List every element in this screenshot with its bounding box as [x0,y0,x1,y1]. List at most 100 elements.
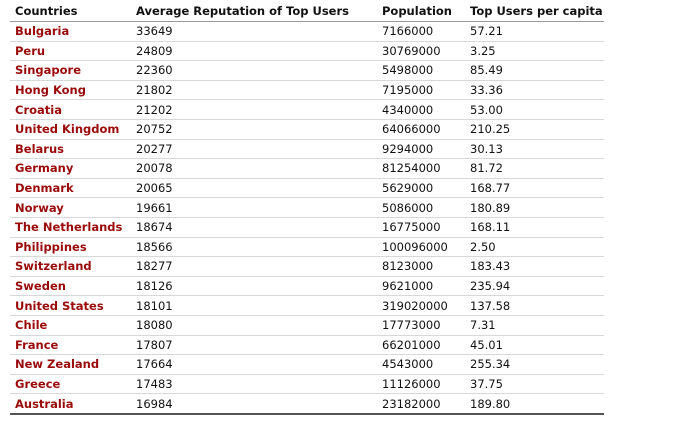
table-row: Belarus 20277 9294000 30.13 [10,139,604,160]
reputation-cell: 18101 [131,295,377,316]
per-capita-cell: 183.43 [465,256,604,277]
country-cell[interactable]: Croatia [10,99,131,120]
per-capita-cell: 235.94 [465,276,604,297]
country-cell[interactable]: Australia [10,393,131,415]
reputation-cell: 18126 [131,276,377,297]
population-cell: 4340000 [377,99,465,120]
country-cell[interactable]: United Kingdom [10,119,131,140]
reputation-cell: 17483 [131,374,377,395]
country-cell[interactable]: Greece [10,374,131,395]
per-capita-cell: 37.75 [465,374,604,395]
reputation-cell: 16984 [131,393,377,415]
per-capita-cell: 33.36 [465,80,604,101]
country-cell[interactable]: Sweden [10,276,131,297]
population-cell: 64066000 [377,119,465,140]
country-cell[interactable]: Hong Kong [10,80,131,101]
reputation-cell: 21802 [131,80,377,101]
per-capita-cell: 3.25 [465,41,604,62]
reputation-cell: 19661 [131,197,377,218]
header-row: Countries Average Reputation of Top User… [10,0,604,22]
table-row: Germany 20078 81254000 81.72 [10,158,604,179]
reputation-table: Countries Average Reputation of Top User… [10,0,604,415]
population-cell: 66201000 [377,335,465,356]
population-cell: 8123000 [377,256,465,277]
reputation-cell: 24809 [131,41,377,62]
population-cell: 11126000 [377,374,465,395]
table-body: Bulgaria 33649 7166000 57.21 Peru 24809 307690… [10,21,604,415]
table-row: Greece 17483 11126000 37.75 [10,374,604,395]
reputation-table-container: Countries Average Reputation of Top User… [10,0,604,415]
population-cell: 5498000 [377,60,465,81]
per-capita-cell: 168.77 [465,178,604,199]
per-capita-cell: 210.25 [465,119,604,140]
table-header: Countries Average Reputation of Top User… [10,0,604,22]
country-cell[interactable]: Singapore [10,60,131,81]
population-cell: 7166000 [377,21,465,42]
country-cell[interactable]: Norway [10,197,131,218]
reputation-cell: 22360 [131,60,377,81]
per-capita-cell: 255.34 [465,354,604,375]
table-row: Philippines 18566 100096000 2.50 [10,237,604,258]
per-capita-cell: 137.58 [465,295,604,316]
population-cell: 9294000 [377,139,465,160]
table-row: Hong Kong 21802 7195000 33.36 [10,80,604,101]
population-cell: 81254000 [377,158,465,179]
country-cell[interactable]: Chile [10,315,131,336]
per-capita-cell: 81.72 [465,158,604,179]
table-row: Sweden 18126 9621000 235.94 [10,276,604,297]
header-top-users-per-capita: Top Users per capita [465,0,604,22]
header-average-reputation: Average Reputation of Top Users [131,0,377,22]
per-capita-cell: 168.11 [465,217,604,238]
table-row: Bulgaria 33649 7166000 57.21 [10,21,604,42]
population-cell: 5086000 [377,197,465,218]
reputation-cell: 18080 [131,315,377,336]
reputation-cell: 33649 [131,21,377,42]
country-cell[interactable]: United States [10,295,131,316]
table-row: Switzerland 18277 8123000 183.43 [10,256,604,277]
table-row: Singapore 22360 5498000 85.49 [10,60,604,81]
per-capita-cell: 189.80 [465,393,604,415]
reputation-cell: 20065 [131,178,377,199]
population-cell: 9621000 [377,276,465,297]
reputation-cell: 18566 [131,237,377,258]
population-cell: 319020000 [377,295,465,316]
reputation-cell: 20078 [131,158,377,179]
per-capita-cell: 45.01 [465,335,604,356]
country-cell[interactable]: Belarus [10,139,131,160]
table-row: Norway 19661 5086000 180.89 [10,197,604,218]
table-row: Chile 18080 17773000 7.31 [10,315,604,336]
reputation-cell: 21202 [131,99,377,120]
country-cell[interactable]: Philippines [10,237,131,258]
population-cell: 7195000 [377,80,465,101]
table-row: The Netherlands 18674 16775000 168.11 [10,217,604,238]
reputation-cell: 18674 [131,217,377,238]
reputation-cell: 20752 [131,119,377,140]
country-cell[interactable]: Denmark [10,178,131,199]
table-row: United States 18101 319020000 137.58 [10,295,604,316]
country-cell[interactable]: New Zealand [10,354,131,375]
table-row: France 17807 66201000 45.01 [10,335,604,356]
population-cell: 4543000 [377,354,465,375]
per-capita-cell: 2.50 [465,237,604,258]
population-cell: 5629000 [377,178,465,199]
per-capita-cell: 7.31 [465,315,604,336]
table-row: United Kingdom 20752 64066000 210.25 [10,119,604,140]
country-cell[interactable]: The Netherlands [10,217,131,238]
reputation-cell: 20277 [131,139,377,160]
country-cell[interactable]: Germany [10,158,131,179]
per-capita-cell: 180.89 [465,197,604,218]
population-cell: 17773000 [377,315,465,336]
per-capita-cell: 53.00 [465,99,604,120]
table-row: New Zealand 17664 4543000 255.34 [10,354,604,375]
per-capita-cell: 85.49 [465,60,604,81]
population-cell: 100096000 [377,237,465,258]
reputation-cell: 18277 [131,256,377,277]
reputation-cell: 17807 [131,335,377,356]
country-cell[interactable]: Switzerland [10,256,131,277]
country-cell[interactable]: France [10,335,131,356]
per-capita-cell: 30.13 [465,139,604,160]
table-row: Australia 16984 23182000 189.80 [10,393,604,415]
table-row: Denmark 20065 5629000 168.77 [10,178,604,199]
country-cell[interactable]: Peru [10,41,131,62]
country-cell[interactable]: Bulgaria [10,21,131,42]
